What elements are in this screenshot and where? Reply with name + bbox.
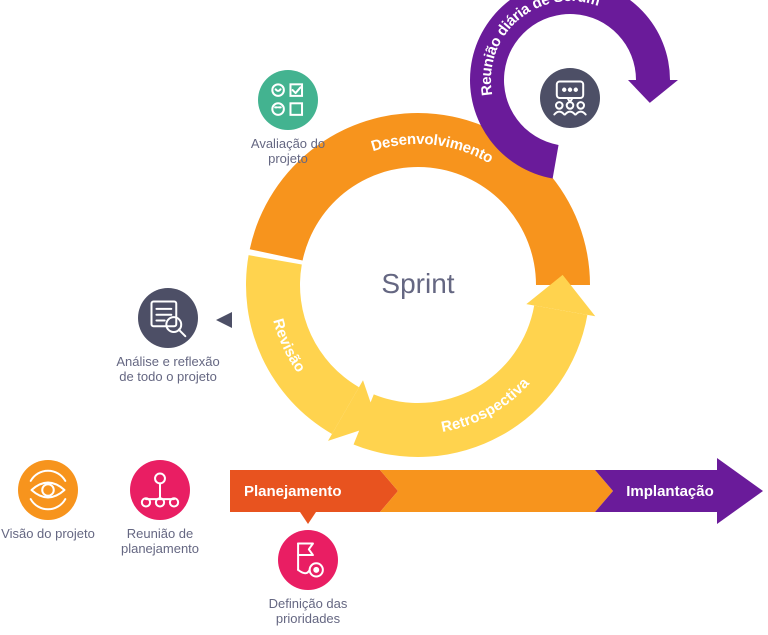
bar-label-implantacao: Implantação bbox=[626, 483, 714, 500]
node-label-visao: Visão do projeto bbox=[1, 526, 95, 541]
bar-pointer bbox=[300, 512, 316, 524]
node-visao: Visão do projeto bbox=[1, 460, 95, 541]
node-definicao: Definição dasprioridades bbox=[269, 530, 348, 626]
node-label-reuniao: planejamento bbox=[121, 541, 199, 556]
node-label-definicao: prioridades bbox=[276, 611, 341, 626]
node-label-avaliacao: projeto bbox=[268, 151, 308, 166]
node-label-reuniao: Reunião de bbox=[127, 526, 194, 541]
node-label-definicao: Definição das bbox=[269, 596, 348, 611]
ring-revisao bbox=[246, 255, 359, 434]
node-label-analise: de todo o projeto bbox=[119, 369, 217, 384]
node-daily-icon bbox=[540, 68, 600, 128]
node-label-avaliacao: Avaliação do bbox=[251, 136, 325, 151]
bar-mid bbox=[380, 470, 613, 512]
bar-label-planejamento: Planejamento bbox=[244, 483, 342, 500]
ring-retrospectiva bbox=[354, 305, 588, 457]
retro-pointer bbox=[216, 312, 232, 328]
node-analise: Análise e reflexãode todo o projeto bbox=[116, 288, 219, 384]
node-reuniao: Reunião deplanejamento bbox=[121, 460, 199, 556]
center-title: Sprint bbox=[381, 268, 454, 299]
node-label-analise: Análise e reflexão bbox=[116, 354, 219, 369]
